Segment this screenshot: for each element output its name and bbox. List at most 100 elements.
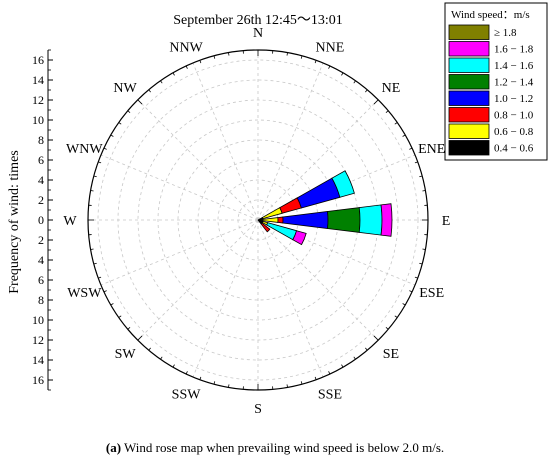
direction-label-se: SE bbox=[383, 347, 399, 362]
ring-tick bbox=[103, 290, 107, 293]
axis-tick-label: 6 bbox=[38, 273, 44, 287]
legend-swatch bbox=[448, 41, 490, 57]
grid-spoke bbox=[257, 62, 324, 221]
ring-tick bbox=[341, 364, 344, 368]
axis-tick-label: 12 bbox=[32, 93, 44, 107]
ring-tick bbox=[419, 262, 423, 265]
grid-spoke bbox=[137, 99, 259, 221]
legend-entry-label: 0.6 − 0.8 bbox=[494, 126, 534, 138]
direction-label-ene: ENE bbox=[418, 142, 445, 157]
direction-label-sw: SW bbox=[115, 347, 137, 362]
direction-label-n: N bbox=[253, 26, 263, 41]
y-axis-label: Frequency of wind: times bbox=[7, 150, 22, 293]
ring-tick bbox=[137, 335, 143, 341]
ring-tick bbox=[402, 134, 406, 137]
ring-tick bbox=[93, 175, 97, 178]
ring-tick bbox=[414, 276, 418, 279]
ring-tick bbox=[402, 303, 406, 306]
wind-rose-bars bbox=[257, 170, 393, 246]
legend-entry-label: 0.4 − 0.6 bbox=[494, 143, 534, 155]
ring-tick bbox=[148, 89, 151, 93]
ring-tick bbox=[328, 371, 331, 375]
ring-tick bbox=[160, 80, 163, 84]
bar-e-segment bbox=[380, 203, 393, 237]
bar-e-segment bbox=[282, 211, 329, 229]
ring-tick bbox=[90, 190, 94, 192]
chart-title: September 26th 12:45～13:01 bbox=[173, 13, 343, 28]
ring-tick bbox=[228, 384, 230, 388]
legend-entry-label: 1.2 − 1.4 bbox=[494, 77, 534, 89]
axis-tick-label: 10 bbox=[32, 313, 44, 327]
ring-tick bbox=[422, 190, 426, 192]
ring-tick bbox=[127, 110, 131, 113]
ring-tick bbox=[314, 376, 317, 380]
axis-tick-label: 16 bbox=[32, 373, 44, 387]
ring-tick bbox=[110, 134, 114, 137]
ring-tick bbox=[213, 381, 216, 385]
bar-ese-segment bbox=[292, 230, 307, 246]
direction-label-wsw: WSW bbox=[67, 286, 102, 301]
grid-spoke bbox=[257, 219, 324, 378]
direction-label-wnw: WNW bbox=[66, 142, 103, 157]
ring-tick bbox=[353, 356, 356, 360]
ring-tick bbox=[137, 99, 143, 105]
ring-tick bbox=[409, 147, 413, 150]
legend-title: Wind speed：m/s bbox=[451, 9, 530, 21]
direction-label-ssw: SSW bbox=[172, 388, 202, 403]
ring-tick bbox=[385, 327, 389, 330]
grid-spoke bbox=[100, 219, 259, 286]
ring-tick bbox=[365, 347, 368, 351]
ring-tick bbox=[286, 52, 288, 56]
ring-tick bbox=[341, 72, 344, 76]
direction-label-ne: NE bbox=[382, 81, 401, 96]
legend-entry-label: 0.8 − 1.0 bbox=[494, 110, 534, 122]
ring-tick bbox=[199, 376, 202, 380]
caption-text: Wind rose map when prevailing wind speed… bbox=[121, 440, 445, 455]
bar-e-segment bbox=[327, 207, 361, 233]
ring-tick bbox=[394, 122, 398, 125]
direction-label-nw: NW bbox=[113, 81, 137, 96]
ring-tick bbox=[148, 347, 151, 351]
ring-tick bbox=[98, 161, 102, 164]
bar-ene-segment bbox=[296, 177, 341, 209]
direction-label-sse: SSE bbox=[318, 388, 342, 403]
ring-tick bbox=[90, 248, 94, 250]
ring-tick bbox=[353, 80, 356, 84]
ring-tick bbox=[118, 315, 122, 318]
axis-tick-label: 14 bbox=[32, 353, 44, 367]
bar-se-segment bbox=[260, 222, 271, 233]
ring-tick bbox=[110, 303, 114, 306]
ring-tick bbox=[373, 335, 379, 341]
axis-tick-label: 4 bbox=[38, 253, 44, 267]
frequency-axis: 0 2 2 4 4 6 6 8 8 10 10 12 12 14 14 16 16 bbox=[32, 49, 53, 391]
legend-swatch bbox=[448, 140, 490, 156]
ring-tick bbox=[286, 384, 288, 388]
ring-tick bbox=[160, 356, 163, 360]
ring-tick bbox=[314, 60, 317, 64]
ring-tick bbox=[422, 248, 426, 250]
grid-spoke bbox=[257, 219, 379, 341]
ring-tick bbox=[213, 55, 216, 59]
ring-tick bbox=[419, 175, 423, 178]
legend-entry-label: 1.6 − 1.8 bbox=[494, 44, 534, 56]
grid-spoke bbox=[137, 219, 259, 341]
grid-spoke bbox=[257, 99, 379, 221]
grid-ring bbox=[97, 59, 419, 381]
bar-e-segment bbox=[277, 216, 284, 224]
ring-tick bbox=[409, 290, 413, 293]
legend-swatch bbox=[448, 74, 490, 90]
grid-spoke bbox=[192, 62, 259, 221]
polar-grid bbox=[87, 49, 429, 391]
direction-label-nnw: NNW bbox=[169, 40, 203, 55]
axis-tick-label: 6 bbox=[38, 153, 44, 167]
axis-tick-label: 0 bbox=[38, 213, 44, 227]
figure-caption: (a) Wind rose map when prevailing wind s… bbox=[0, 440, 550, 456]
ring-tick bbox=[118, 122, 122, 125]
legend: Wind speed：m/s ≥ 1.8 1.6 − 1.8 1.4 − 1.6 1.2… bbox=[444, 2, 548, 161]
direction-label-e: E bbox=[442, 214, 451, 229]
axis-tick-label: 2 bbox=[38, 233, 44, 247]
grid-spoke bbox=[257, 219, 416, 286]
ring-tick bbox=[228, 52, 230, 56]
legend-entry-label: 1.4 − 1.6 bbox=[494, 60, 534, 72]
ring-tick bbox=[103, 147, 107, 150]
